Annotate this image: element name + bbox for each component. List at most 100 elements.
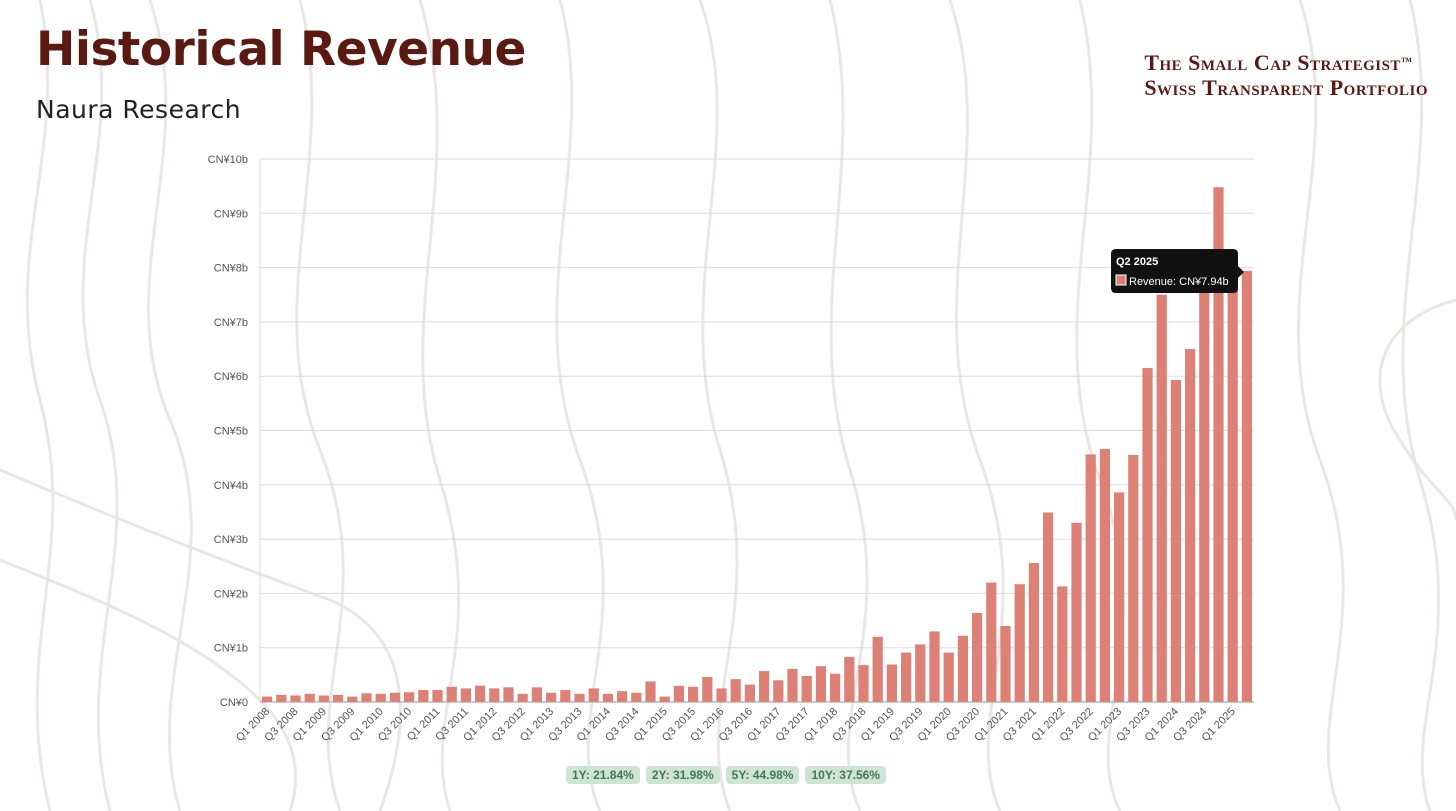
growth-badge-10y: 10Y: 37.56% [805, 766, 886, 784]
y-tick-label: CN¥9b [214, 208, 248, 220]
revenue-bar[interactable] [1184, 349, 1196, 702]
revenue-bar[interactable] [446, 686, 457, 702]
revenue-bar[interactable] [844, 656, 855, 702]
revenue-bar[interactable] [1071, 522, 1082, 702]
contour-line [1378, 298, 1456, 521]
revenue-bar[interactable] [1199, 266, 1210, 702]
revenue-bar[interactable] [290, 695, 301, 702]
revenue-bar[interactable] [929, 631, 940, 702]
revenue-bar[interactable] [261, 696, 273, 702]
revenue-bar[interactable] [744, 684, 756, 702]
revenue-bar[interactable] [702, 677, 713, 702]
y-tick-label: CN¥6b [214, 371, 248, 383]
revenue-bar[interactable] [1014, 584, 1025, 702]
contour-line [828, 0, 869, 811]
revenue-bar[interactable] [531, 687, 543, 702]
revenue-bar[interactable] [886, 664, 898, 702]
revenue-bar[interactable] [730, 679, 741, 702]
revenue-bar[interactable] [986, 582, 997, 702]
revenue-bar[interactable] [1241, 270, 1253, 702]
revenue-bar[interactable] [347, 696, 358, 702]
revenue-bar[interactable] [957, 635, 969, 702]
revenue-bar[interactable] [915, 644, 926, 702]
revenue-bar[interactable] [673, 685, 685, 702]
revenue-bar[interactable] [1028, 562, 1040, 702]
y-tick-label: CN¥1b [214, 643, 248, 655]
contour-line [0, 468, 402, 811]
revenue-bar[interactable] [801, 675, 812, 702]
y-tick-label: CN¥3b [214, 534, 248, 546]
revenue-bar[interactable] [872, 636, 883, 702]
revenue-bar[interactable] [560, 690, 571, 702]
revenue-bar[interactable] [432, 690, 443, 702]
revenue-bar[interactable] [1000, 625, 1011, 702]
revenue-bar[interactable] [602, 693, 614, 702]
revenue-bar[interactable] [545, 692, 557, 702]
chart-bars [261, 187, 1253, 703]
contour-line [1297, 0, 1345, 811]
revenue-bar[interactable] [631, 692, 642, 702]
contour-line [555, 0, 605, 811]
page-subtitle: Naura Research [36, 95, 242, 124]
growth-badge-1y: 1Y: 21.84% [566, 766, 640, 784]
revenue-bar[interactable] [758, 671, 770, 702]
contour-line [146, 0, 193, 811]
revenue-bar[interactable] [1085, 454, 1096, 702]
revenue-bar[interactable] [389, 692, 401, 702]
revenue-bar[interactable] [1042, 512, 1054, 702]
revenue-bar[interactable] [829, 673, 841, 702]
revenue-bar[interactable] [460, 688, 472, 702]
revenue-bar[interactable] [1057, 586, 1068, 702]
revenue-bar[interactable] [318, 695, 330, 702]
revenue-bar[interactable] [1099, 448, 1111, 702]
tooltip-label: Revenue: CN¥7.94b [1129, 276, 1229, 288]
revenue-bar[interactable] [304, 693, 315, 702]
revenue-bar[interactable] [418, 690, 429, 702]
tooltip-title: Q2 2025 [1116, 256, 1158, 268]
revenue-bar[interactable] [1142, 368, 1153, 702]
revenue-bar[interactable] [787, 668, 798, 702]
contour-line [1075, 0, 1125, 811]
y-tick-label: CN¥10b [208, 154, 248, 166]
revenue-bar[interactable] [971, 612, 983, 702]
revenue-bar[interactable] [403, 692, 415, 702]
revenue-bar[interactable] [517, 693, 528, 702]
contour-line [1401, 0, 1441, 811]
revenue-bar[interactable] [716, 688, 727, 702]
revenue-bar[interactable] [503, 687, 514, 702]
revenue-bar[interactable] [659, 696, 670, 702]
revenue-bar[interactable] [645, 681, 656, 702]
revenue-bar[interactable] [1170, 380, 1182, 702]
revenue-bar[interactable] [773, 680, 784, 702]
revenue-bar[interactable] [1156, 294, 1167, 702]
revenue-bar[interactable] [588, 688, 599, 702]
revenue-bar[interactable] [815, 666, 827, 702]
revenue-bar[interactable] [375, 693, 386, 702]
revenue-bar[interactable] [489, 688, 500, 702]
revenue-bar[interactable] [616, 691, 628, 702]
contour-line [295, 0, 345, 811]
revenue-bar[interactable] [1128, 454, 1139, 702]
revenue-bar[interactable] [1227, 256, 1238, 702]
revenue-bar[interactable] [474, 685, 486, 702]
y-tick-label: CN¥0 [220, 697, 248, 709]
revenue-bar[interactable] [276, 694, 287, 702]
revenue-bar[interactable] [1213, 187, 1224, 703]
y-tick-label: CN¥7b [214, 317, 248, 329]
revenue-bar[interactable] [900, 652, 912, 702]
revenue-bar[interactable] [943, 652, 954, 702]
y-tick-label: CN¥5b [214, 426, 248, 438]
brand-trademark: ™ [1400, 56, 1413, 68]
revenue-bar[interactable] [332, 694, 344, 702]
revenue-bar[interactable] [858, 665, 869, 702]
revenue-bar[interactable] [574, 693, 585, 702]
revenue-bar[interactable] [361, 693, 372, 702]
contour-line [698, 0, 739, 811]
brand-line-1: The Small Cap Strategist [1144, 50, 1401, 75]
y-axis-labels: CN¥0 CN¥1b CN¥2b CN¥3b CN¥4b CN¥5b CN¥6b CN¥7b C… [208, 154, 248, 709]
contour-line [0, 558, 298, 811]
revenue-bar[interactable] [687, 686, 699, 702]
revenue-bar[interactable] [1113, 492, 1125, 702]
